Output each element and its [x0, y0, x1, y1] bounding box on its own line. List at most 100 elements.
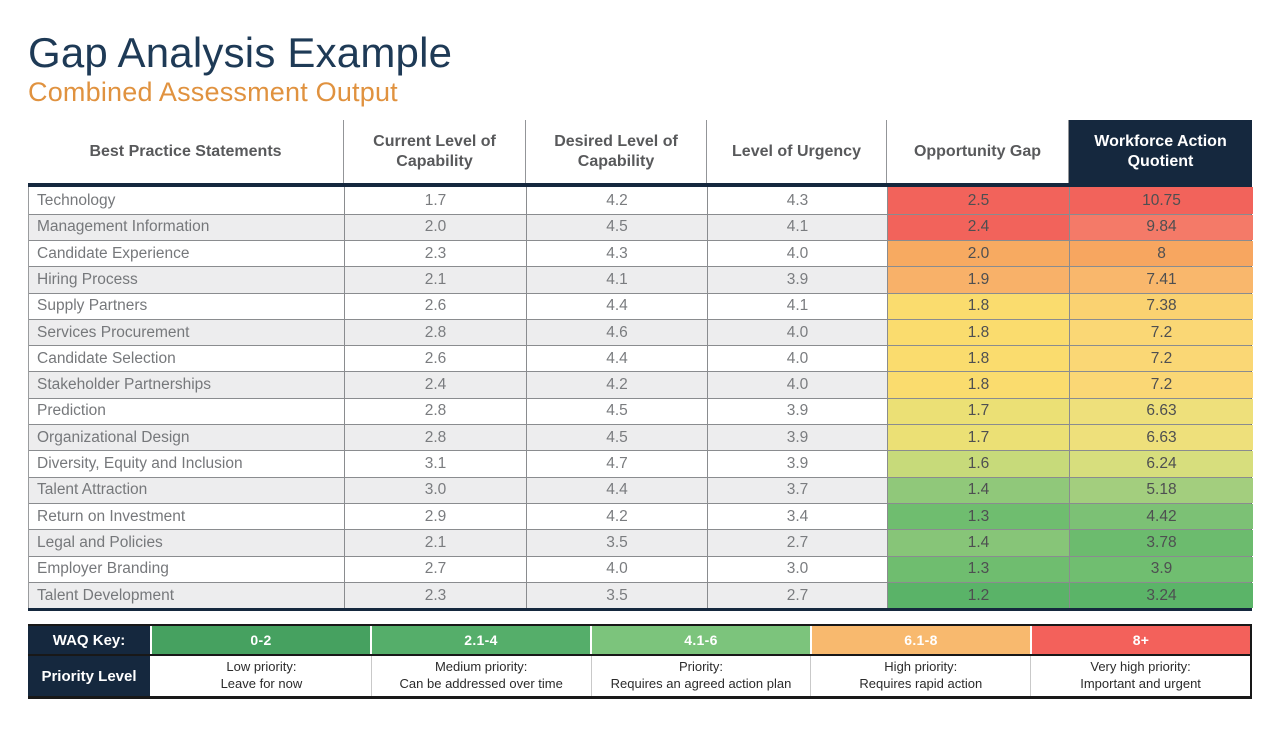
desired-capability-value: 4.2 — [526, 503, 707, 530]
opportunity-gap-value: 1.3 — [887, 556, 1069, 582]
opportunity-gap-value: 1.9 — [887, 267, 1069, 293]
table-row: Talent Development 2.3 3.5 2.7 1.2 3.24 — [29, 581, 1253, 609]
priority-description: Very high priority: Important and urgent — [1030, 656, 1250, 697]
priority-description: Priority: Requires an agreed action plan — [590, 656, 811, 697]
column-header-opportunity-gap: Opportunity Gap — [886, 120, 1068, 184]
opportunity-gap-value: 1.8 — [887, 372, 1069, 398]
waq-value: 3.9 — [1069, 556, 1253, 582]
opportunity-gap-value: 1.2 — [887, 582, 1069, 609]
current-capability-value: 2.6 — [344, 293, 526, 319]
table-row: Candidate Experience 2.3 4.3 4.0 2.0 8 — [29, 240, 1253, 267]
table-header-row: Best Practice Statements Current Level o… — [28, 120, 1252, 184]
current-capability-value: 2.1 — [344, 530, 526, 556]
opportunity-gap-value: 1.4 — [887, 477, 1069, 503]
urgency-value: 2.7 — [707, 582, 887, 609]
opportunity-gap-value: 1.7 — [887, 398, 1069, 425]
desired-capability-value: 4.1 — [526, 267, 707, 293]
table-body: Technology 1.7 4.2 4.3 2.5 10.75 Management In… — [28, 187, 1253, 609]
desired-capability-value: 4.5 — [526, 425, 707, 451]
waq-value: 7.41 — [1069, 267, 1253, 293]
waq-value: 8 — [1069, 241, 1253, 267]
waq-key-range-row: WAQ Key: 0-2 2.1-4 4.1-6 6.1-8 8+ — [28, 624, 1250, 655]
opportunity-gap-value: 1.4 — [887, 530, 1069, 556]
priority-description-line2: Important and urgent — [1080, 676, 1201, 692]
urgency-value: 3.0 — [707, 556, 887, 582]
desired-capability-value: 4.4 — [526, 346, 707, 372]
urgency-value: 4.0 — [707, 372, 887, 398]
opportunity-gap-value: 1.6 — [887, 451, 1069, 477]
desired-capability-value: 4.7 — [526, 451, 707, 477]
table-row: Hiring Process 2.1 4.1 3.9 1.9 7.41 — [29, 266, 1253, 293]
waq-value: 9.84 — [1069, 214, 1253, 240]
row-label: Technology — [37, 191, 116, 209]
current-capability-value: 3.0 — [344, 477, 526, 503]
desired-capability-value: 4.6 — [526, 319, 707, 346]
column-header-best-practice: Best Practice Statements — [89, 142, 282, 160]
priority-description: Medium priority: Can be addressed over ti… — [370, 656, 591, 697]
waq-range-segment: 8+ — [1032, 626, 1250, 655]
opportunity-gap-value: 2.0 — [887, 241, 1069, 267]
current-capability-value: 2.7 — [344, 556, 526, 582]
waq-range-segment: 0-2 — [152, 626, 370, 655]
urgency-value: 3.9 — [707, 451, 887, 477]
priority-description-line1: High priority: — [884, 659, 958, 675]
priority-description-line2: Requires an agreed action plan — [610, 676, 792, 692]
priority-description-line1: Medium priority: — [434, 659, 528, 675]
current-capability-value: 1.7 — [344, 187, 526, 214]
current-capability-value: 2.3 — [344, 582, 526, 609]
urgency-value: 4.1 — [707, 293, 887, 319]
priority-description-line1: Very high priority: — [1090, 659, 1191, 675]
current-capability-value: 2.3 — [344, 241, 526, 267]
row-label: Talent Attraction — [29, 477, 344, 503]
table-row: Organizational Design 2.8 4.5 3.9 1.7 6.63 — [29, 424, 1253, 451]
row-label: Stakeholder Partnerships — [29, 372, 344, 398]
waq-value: 6.63 — [1069, 425, 1253, 451]
column-header-urgency: Level of Urgency — [706, 120, 886, 184]
urgency-value: 4.0 — [707, 241, 887, 267]
desired-capability-value: 4.3 — [526, 241, 707, 267]
opportunity-gap-value: 1.3 — [887, 503, 1069, 530]
desired-capability-value: 4.5 — [526, 398, 707, 425]
row-label: Services Procurement — [29, 319, 344, 346]
column-header-waq: Workforce Action Quotient — [1068, 120, 1252, 184]
table-row: Services Procurement 2.8 4.6 4.0 1.8 7.2 — [29, 318, 1253, 346]
waq-range-segment: 6.1-8 — [812, 626, 1030, 655]
header-divider-bar — [28, 183, 1252, 188]
row-label: Prediction — [37, 402, 106, 420]
table-row: Legal and Policies 2.1 3.5 2.7 1.4 3.78 — [29, 529, 1253, 556]
priority-description-line1: Low priority: — [226, 659, 297, 675]
urgency-value: 3.9 — [707, 425, 887, 451]
waq-key-label: WAQ Key: — [28, 626, 150, 655]
opportunity-gap-value: 1.8 — [887, 346, 1069, 372]
column-header-desired-level: Desired Level of Capability — [525, 120, 706, 184]
urgency-value: 3.9 — [707, 267, 887, 293]
desired-capability-value: 4.4 — [526, 477, 707, 503]
priority-description: High priority: Requires rapid action — [810, 656, 1031, 697]
page-subtitle: Combined Assessment Output — [28, 77, 398, 108]
current-capability-value: 2.8 — [344, 425, 526, 451]
row-label: Legal and Policies — [29, 530, 344, 556]
waq-key-segments: 0-2 2.1-4 4.1-6 6.1-8 8+ — [150, 626, 1250, 655]
row-label: Supply Partners — [37, 297, 148, 315]
table-bottom-bar — [28, 608, 1252, 612]
desired-capability-value: 4.2 — [526, 187, 707, 214]
page-title: Gap Analysis Example — [28, 29, 453, 76]
gap-analysis-table: Best Practice Statements Current Level o… — [28, 120, 1253, 612]
opportunity-gap-value: 1.8 — [887, 319, 1069, 346]
priority-description-line1: Priority: — [678, 659, 724, 675]
waq-value: 10.75 — [1069, 187, 1253, 214]
urgency-value: 4.0 — [707, 319, 887, 346]
priority-level-row: Priority Level Low priority: Leave for no… — [28, 654, 1250, 700]
priority-level-descriptions: Low priority: Leave for now Medium priorit… — [150, 656, 1250, 697]
row-label: Candidate Experience — [37, 244, 190, 262]
desired-capability-value: 4.2 — [526, 372, 707, 398]
opportunity-gap-value: 2.5 — [887, 187, 1069, 214]
current-capability-value: 2.9 — [344, 503, 526, 530]
current-capability-value: 2.8 — [344, 398, 526, 425]
current-capability-value: 2.1 — [344, 267, 526, 293]
urgency-value: 3.9 — [707, 398, 887, 425]
slide: Gap Analysis Example Combined Assessment… — [0, 30, 1280, 750]
row-label: Return on Investment — [37, 507, 186, 525]
waq-value: 7.2 — [1069, 346, 1253, 372]
current-capability-value: 2.6 — [344, 346, 526, 372]
